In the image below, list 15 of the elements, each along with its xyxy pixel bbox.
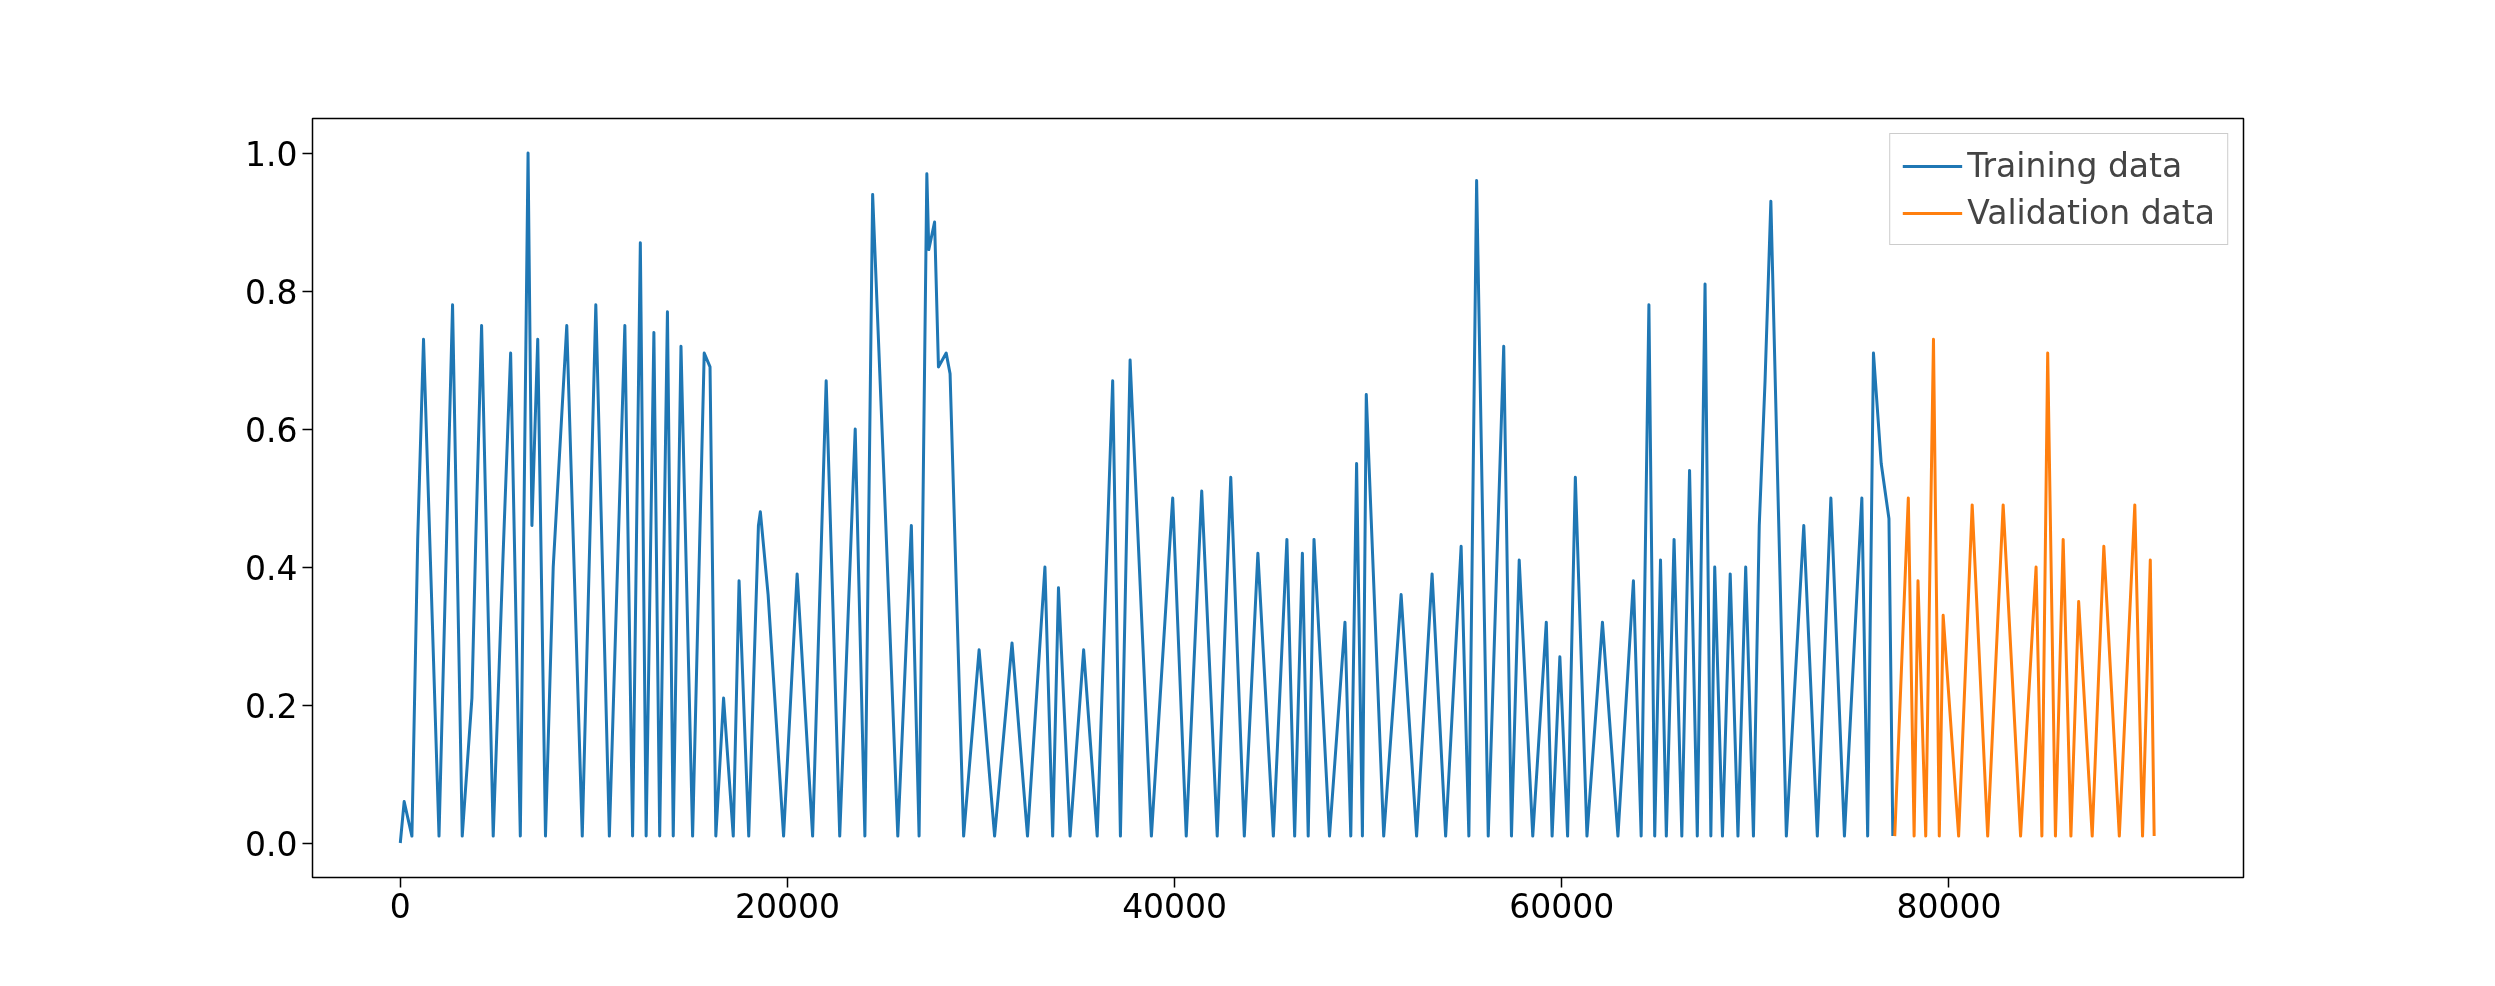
y-tick-label: 0.8	[245, 272, 298, 312]
y-tick-label: 0.2	[245, 686, 298, 726]
x-tick-label: 60000	[1509, 886, 1615, 926]
line-series	[1893, 337, 2156, 838]
legend-label: Training data	[1967, 146, 2183, 185]
legend-label: Validation data	[1967, 193, 2215, 232]
y-tick-label: 0.6	[245, 410, 298, 450]
y-tick-label: 1.0	[245, 134, 298, 174]
x-tick-label: 80000	[1896, 886, 2002, 926]
x-tick-label: 40000	[1122, 886, 1228, 926]
x-tick-label: 20000	[734, 886, 840, 926]
x-tick-label: 0	[389, 886, 411, 926]
line-series	[398, 151, 1895, 845]
y-tick-label: 0.0	[245, 824, 298, 864]
y-tick-label: 0.4	[245, 548, 298, 588]
